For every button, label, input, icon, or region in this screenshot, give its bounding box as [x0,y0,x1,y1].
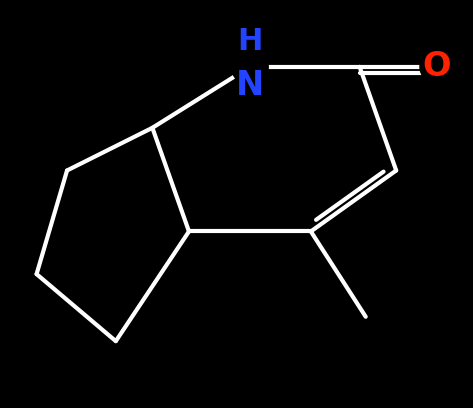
Text: N: N [236,69,264,102]
Circle shape [232,49,268,85]
Circle shape [420,51,453,83]
Text: H: H [237,27,263,56]
Text: O: O [422,50,451,83]
